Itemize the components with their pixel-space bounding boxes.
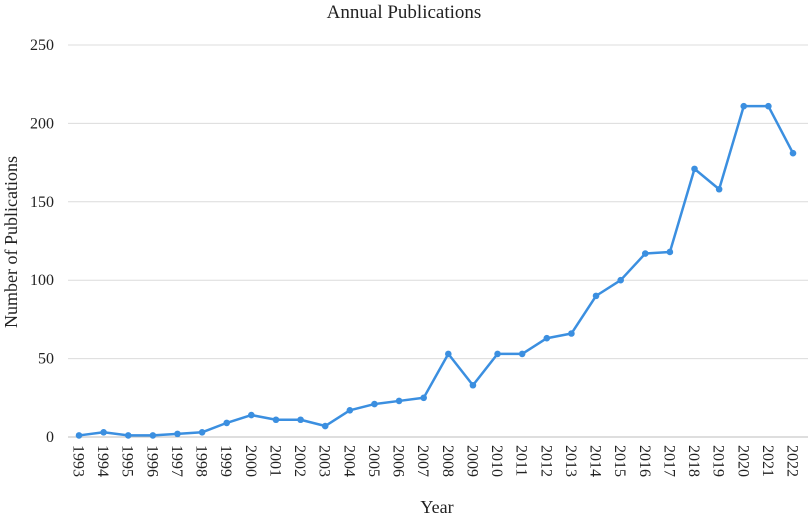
x-tick-label: 2016 [636,445,653,477]
data-point [765,102,772,110]
x-tick-label: 2014 [587,445,604,477]
data-point [641,250,649,257]
x-tick-label: 1997 [168,445,185,477]
x-tick-label: 2020 [734,445,751,477]
x-tick-label: 2009 [463,445,480,477]
x-tick-label: 2003 [316,445,333,477]
x-tick-label: 2017 [660,445,677,477]
x-tick-label: 2010 [488,445,505,477]
x-tick-label: 2018 [685,445,702,477]
y-axis-label: Number of Publications [1,156,21,328]
y-tick-label: 50 [38,351,54,368]
data-point [666,248,674,256]
x-tick-label: 1995 [119,445,136,477]
x-tick-label: 1999 [217,445,234,477]
data-point [518,350,526,358]
data-point [420,394,427,402]
x-tick-label: 2021 [759,445,776,477]
data-point [543,334,551,342]
chart-title: Annual Publications [327,2,482,23]
x-tick-label: 2011 [513,445,530,476]
data-point [248,411,255,419]
data-point [371,400,378,408]
x-tick-label: 2002 [291,445,308,477]
x-tick-label: 2001 [266,445,283,477]
x-tick-label: 2012 [537,445,554,477]
x-tick-label: 2005 [365,445,382,477]
x-tick-labels: 1993 1994 1995 1996 1997 1998 1999 2000 2001 2002… [70,445,801,477]
data-point [789,149,797,157]
series-layer [75,102,797,439]
data-point [445,350,452,358]
y-tick-label: 200 [30,115,54,132]
data-point [346,407,354,414]
data-point [469,381,477,389]
x-tick-label: 1996 [143,445,160,477]
y-tick-label: 150 [30,194,54,211]
data-point [740,102,748,110]
data-point [272,416,280,424]
x-tick-label: 1993 [70,445,87,477]
data-point [174,430,181,438]
data-point [100,428,107,436]
data-point [75,432,83,439]
data-point [592,292,600,300]
x-tick-label: 2004 [340,445,357,477]
data-point [149,432,157,439]
data-point [568,330,575,337]
x-tick-label: 2019 [710,445,727,477]
data-point [124,432,132,439]
x-tick-label: 1994 [94,445,111,477]
x-axis-label: Year [420,497,453,517]
data-point [494,350,501,358]
series-line [77,104,795,437]
x-tick-label: 1998 [193,445,210,477]
x-tick-label: 2007 [414,445,431,477]
x-tick-label: 2008 [439,445,456,477]
data-point [198,428,206,436]
data-point [297,416,304,424]
x-tick-label: 2022 [784,445,801,477]
data-point [715,185,723,193]
x-tick-label: 2015 [611,445,628,477]
data-point [223,419,231,427]
y-tick-label: 100 [30,272,54,289]
data-point [395,397,403,405]
y-tick-labels: 0 50 100 150 200 250 [30,37,54,446]
data-point [691,165,698,173]
grid-lines [68,44,808,438]
y-tick-label: 0 [46,429,54,446]
x-tick-label: 2006 [390,445,407,477]
data-point [321,422,329,430]
y-tick-label: 250 [30,37,54,54]
data-point [617,276,624,284]
x-tick-label: 2000 [242,445,259,477]
x-tick-label: 2013 [562,445,579,477]
